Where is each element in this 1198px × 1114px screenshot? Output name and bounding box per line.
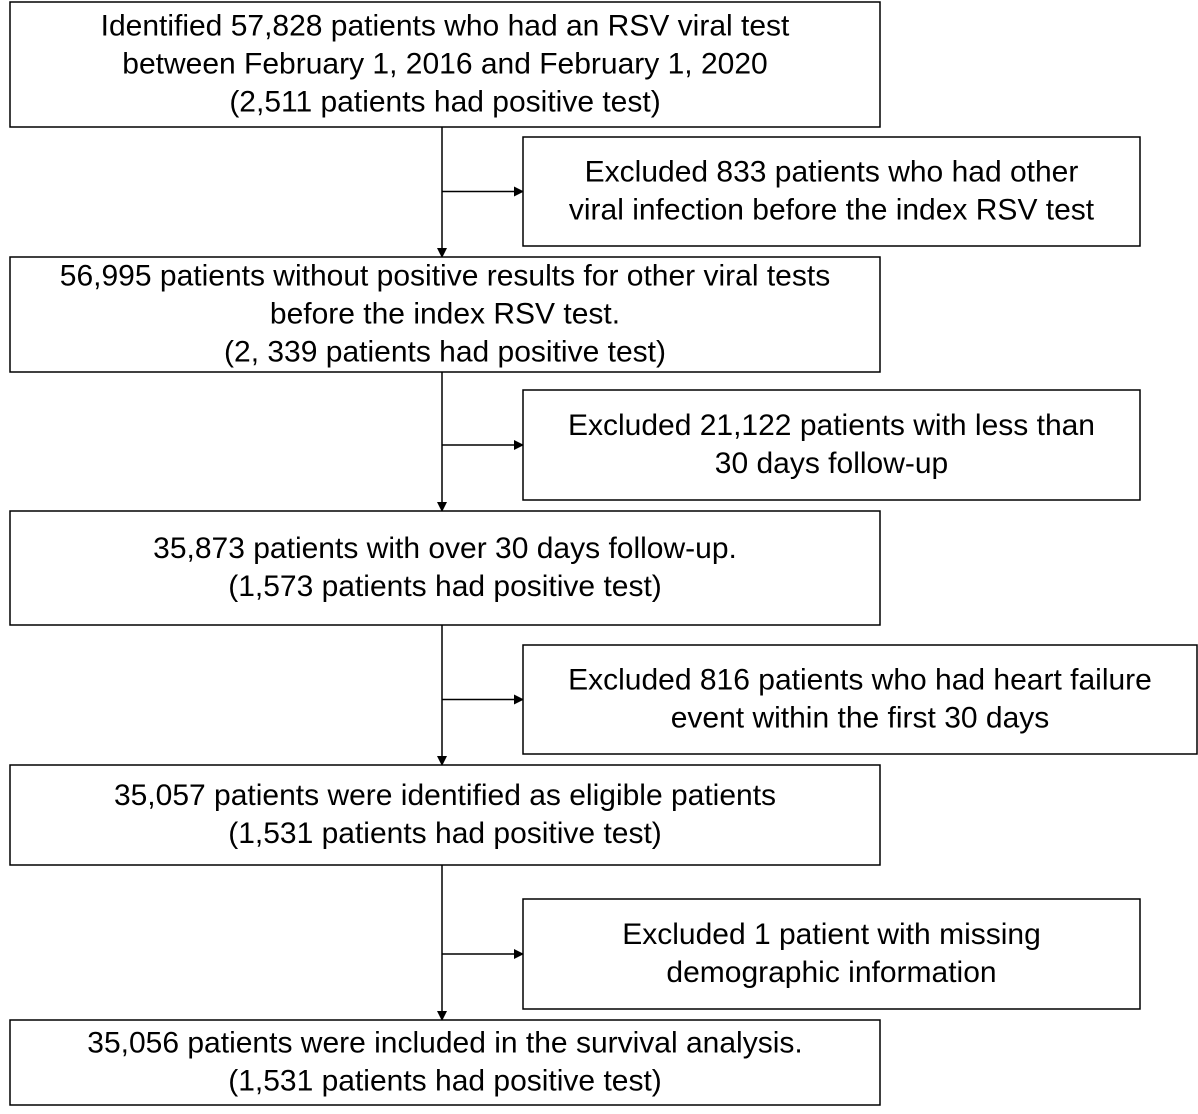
step-box-text: (2, 339 patients had positive test) [224, 335, 666, 368]
step-box-text: before the index RSV test. [270, 297, 620, 330]
step-box-text: 35,873 patients with over 30 days follow… [153, 532, 737, 565]
step-box [9, 510, 881, 626]
step-box [9, 256, 881, 373]
step-box-text: 35,057 patients were identified as eligi… [114, 779, 776, 812]
exclusion-box [522, 644, 1198, 755]
step-box [9, 1019, 881, 1106]
exclusion-box [522, 898, 1141, 1010]
exclusion-box-text: 30 days follow-up [715, 447, 948, 480]
step-box-text: Identified 57,828 patients who had an RS… [101, 9, 790, 42]
exclusion-box [522, 136, 1141, 247]
exclusion-box-text: Excluded 833 patients who had other [585, 155, 1079, 188]
exclusion-box-text: Excluded 1 patient with missing [622, 918, 1041, 951]
exclusion-box [522, 389, 1141, 501]
exclusion-box-text: demographic information [666, 956, 996, 989]
step-box-text: 56,995 patients without positive results… [60, 259, 830, 292]
step-box [9, 764, 881, 866]
exclusion-box-text: event within the first 30 days [671, 701, 1050, 734]
step-box-text: between February 1, 2016 and February 1,… [122, 47, 767, 80]
exclusion-box-text: viral infection before the index RSV tes… [569, 193, 1095, 226]
step-box [9, 1, 881, 128]
exclusion-box-text: Excluded 21,122 patients with less than [568, 409, 1095, 442]
exclusion-box-text: Excluded 816 patients who had heart fail… [568, 663, 1152, 696]
step-box-text: (1,531 patients had positive test) [228, 1064, 662, 1097]
step-box-text: (2,511 patients had positive test) [229, 85, 660, 118]
step-box-text: (1,531 patients had positive test) [228, 817, 662, 850]
step-box-text: 35,056 patients were included in the sur… [87, 1026, 802, 1059]
step-box-text: (1,573 patients had positive test) [228, 570, 662, 603]
